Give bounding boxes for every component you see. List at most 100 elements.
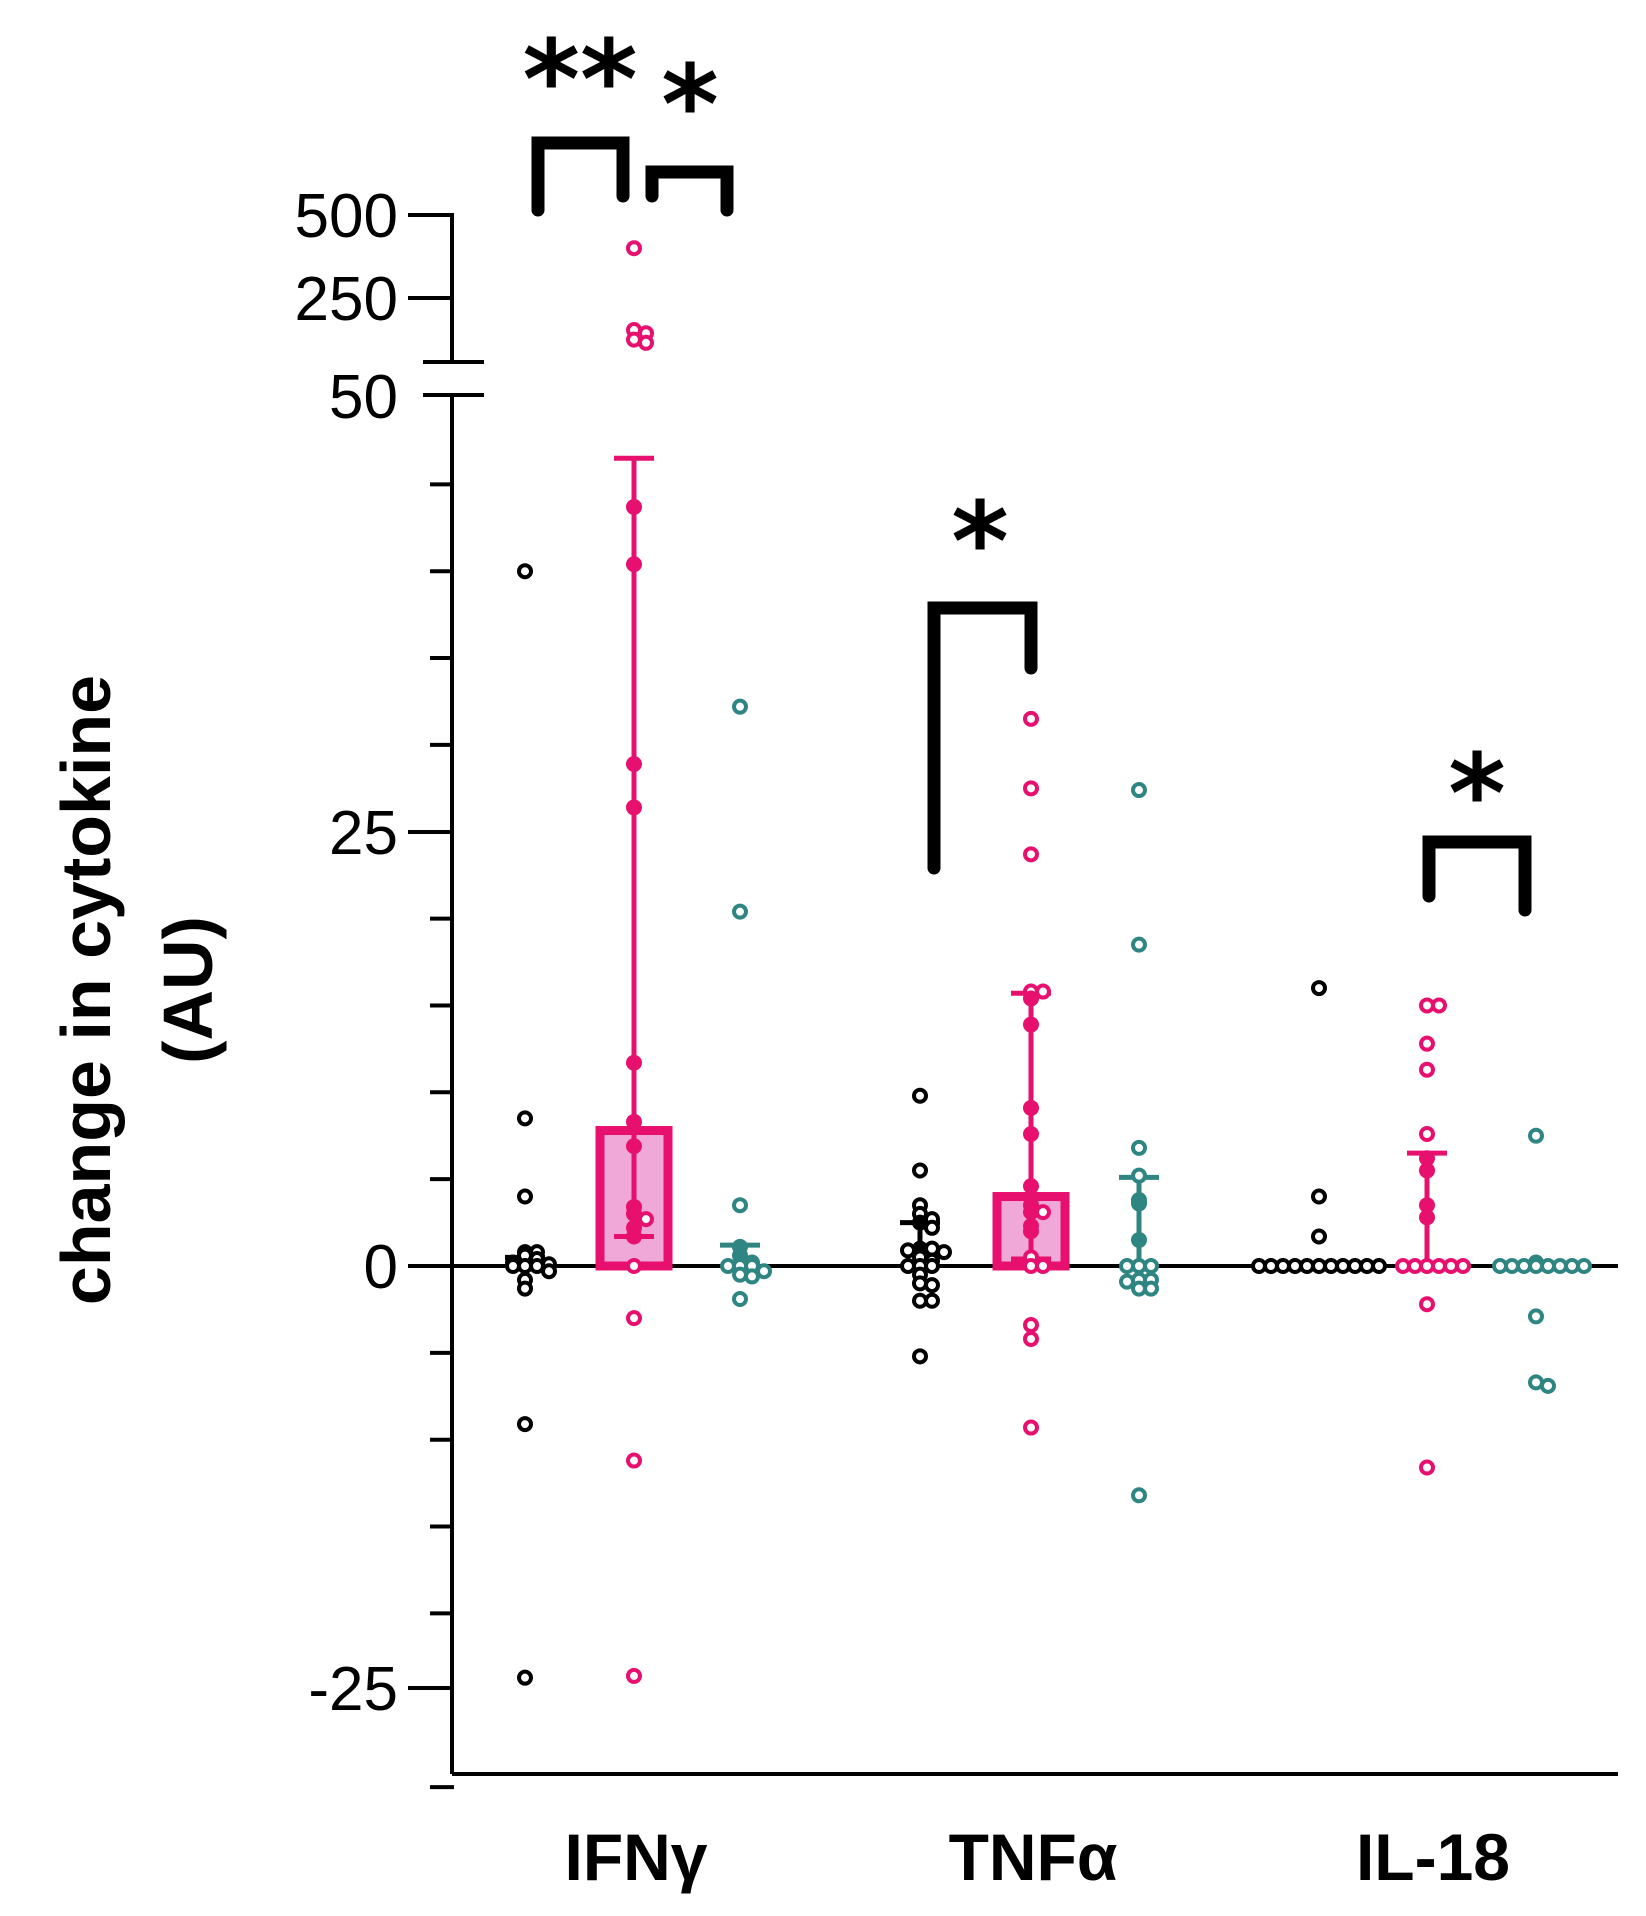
data-point bbox=[1023, 1125, 1039, 1142]
data-point bbox=[626, 799, 642, 816]
data-point bbox=[517, 1669, 533, 1686]
tick-label-25: 25 bbox=[329, 799, 398, 868]
data-point bbox=[626, 756, 642, 773]
data-point bbox=[626, 1138, 642, 1155]
data-point bbox=[1251, 1258, 1267, 1274]
category-label-tnfa: TNFα bbox=[949, 1820, 1118, 1894]
data-point bbox=[541, 1263, 557, 1280]
data-point bbox=[1540, 1377, 1556, 1394]
data-point bbox=[900, 1242, 916, 1259]
data-point bbox=[912, 1348, 928, 1365]
minor-ticks bbox=[430, 482, 454, 1790]
data-point bbox=[912, 1162, 928, 1179]
data-point bbox=[1143, 1280, 1159, 1297]
tick-label-250: 250 bbox=[295, 265, 398, 334]
data-point bbox=[1528, 1308, 1544, 1325]
data-point bbox=[1023, 846, 1039, 863]
data-point bbox=[626, 240, 642, 257]
data-point bbox=[1131, 1167, 1147, 1184]
data-point bbox=[1419, 1125, 1435, 1142]
data-point bbox=[1455, 1258, 1471, 1274]
y-axis-title-line1: change in cytokine bbox=[47, 675, 125, 1305]
data-point bbox=[1371, 1258, 1387, 1274]
significance-labels: ** * * * bbox=[522, 16, 1505, 858]
data-point bbox=[720, 1258, 736, 1274]
data-point bbox=[1035, 983, 1051, 1000]
data-point bbox=[732, 1291, 748, 1308]
y-axis-title-line2: (AU) bbox=[149, 916, 227, 1064]
y-tick-labels: 500 250 50 25 0 -25 bbox=[295, 182, 398, 1724]
data-point bbox=[1023, 1223, 1039, 1240]
data-point bbox=[1023, 1330, 1039, 1347]
data-point bbox=[1119, 1258, 1135, 1274]
data-point bbox=[924, 1277, 940, 1294]
data-point bbox=[626, 1258, 642, 1274]
sig-label-ifng-2-3: * bbox=[661, 41, 719, 169]
data-point bbox=[936, 1244, 952, 1261]
tick-label-500: 500 bbox=[295, 182, 398, 251]
sig-bracket-ifng-1-2 bbox=[531, 136, 630, 217]
data-point bbox=[924, 1292, 940, 1309]
data-point bbox=[626, 1310, 642, 1327]
data-point bbox=[1119, 1273, 1135, 1290]
data-point bbox=[517, 1280, 533, 1297]
tick-label-minus25: -25 bbox=[308, 1655, 398, 1724]
data-point bbox=[1023, 1178, 1039, 1195]
data-point bbox=[626, 1228, 642, 1245]
sig-label-il18-2-3: * bbox=[1448, 730, 1506, 858]
data-point bbox=[1131, 1195, 1147, 1212]
data-point bbox=[1023, 1317, 1039, 1334]
data-point bbox=[1143, 1258, 1159, 1274]
sig-label-tnfa-1-2: * bbox=[951, 478, 1009, 606]
data-point bbox=[517, 1188, 533, 1205]
points-layer bbox=[505, 240, 1592, 1686]
sig-bracket-il18-2-3 bbox=[1422, 835, 1532, 917]
sig-bracket-ifng-2-3 bbox=[645, 165, 734, 217]
data-point bbox=[517, 1110, 533, 1127]
tick-label-50: 50 bbox=[329, 363, 398, 432]
data-point bbox=[912, 1087, 928, 1104]
data-point bbox=[638, 1211, 654, 1228]
data-point bbox=[1419, 1296, 1435, 1313]
data-point bbox=[626, 1054, 642, 1071]
data-point bbox=[1131, 936, 1147, 953]
data-point bbox=[1131, 1231, 1147, 1248]
data-point bbox=[732, 1197, 748, 1214]
data-point bbox=[744, 1268, 760, 1285]
data-point bbox=[1419, 1035, 1435, 1052]
sig-label-ifng-1-2: ** bbox=[522, 16, 637, 144]
data-point bbox=[1311, 1228, 1327, 1245]
data-point bbox=[1311, 980, 1327, 997]
data-point bbox=[1419, 1162, 1435, 1179]
data-point bbox=[1023, 1419, 1039, 1436]
data-point bbox=[1419, 1209, 1435, 1226]
data-point bbox=[1131, 782, 1147, 799]
data-point bbox=[1419, 1061, 1435, 1078]
data-point bbox=[1023, 710, 1039, 727]
data-point bbox=[1023, 1016, 1039, 1033]
data-point bbox=[1131, 1139, 1147, 1156]
data-point bbox=[505, 1258, 521, 1274]
data-point bbox=[626, 556, 642, 573]
data-point bbox=[1035, 1258, 1051, 1274]
data-point bbox=[1419, 1459, 1435, 1476]
data-point bbox=[517, 1416, 533, 1433]
y-axis-title: change in cytokine (AU) bbox=[47, 675, 227, 1305]
data-point bbox=[732, 903, 748, 920]
data-point bbox=[1023, 780, 1039, 797]
data-point bbox=[732, 698, 748, 715]
data-point bbox=[1431, 997, 1447, 1014]
data-point bbox=[626, 1452, 642, 1469]
data-point bbox=[626, 1667, 642, 1684]
data-point bbox=[900, 1258, 916, 1274]
data-point bbox=[1395, 1258, 1411, 1274]
data-point bbox=[1023, 990, 1039, 1007]
data-point bbox=[517, 563, 533, 580]
y-axis bbox=[408, 213, 484, 1790]
x-tick-labels: IFNγ TNFα IL-18 bbox=[564, 1820, 1510, 1894]
data-point bbox=[638, 334, 654, 351]
data-point bbox=[626, 1113, 642, 1130]
tick-label-0: 0 bbox=[364, 1233, 398, 1302]
data-point bbox=[626, 498, 642, 515]
